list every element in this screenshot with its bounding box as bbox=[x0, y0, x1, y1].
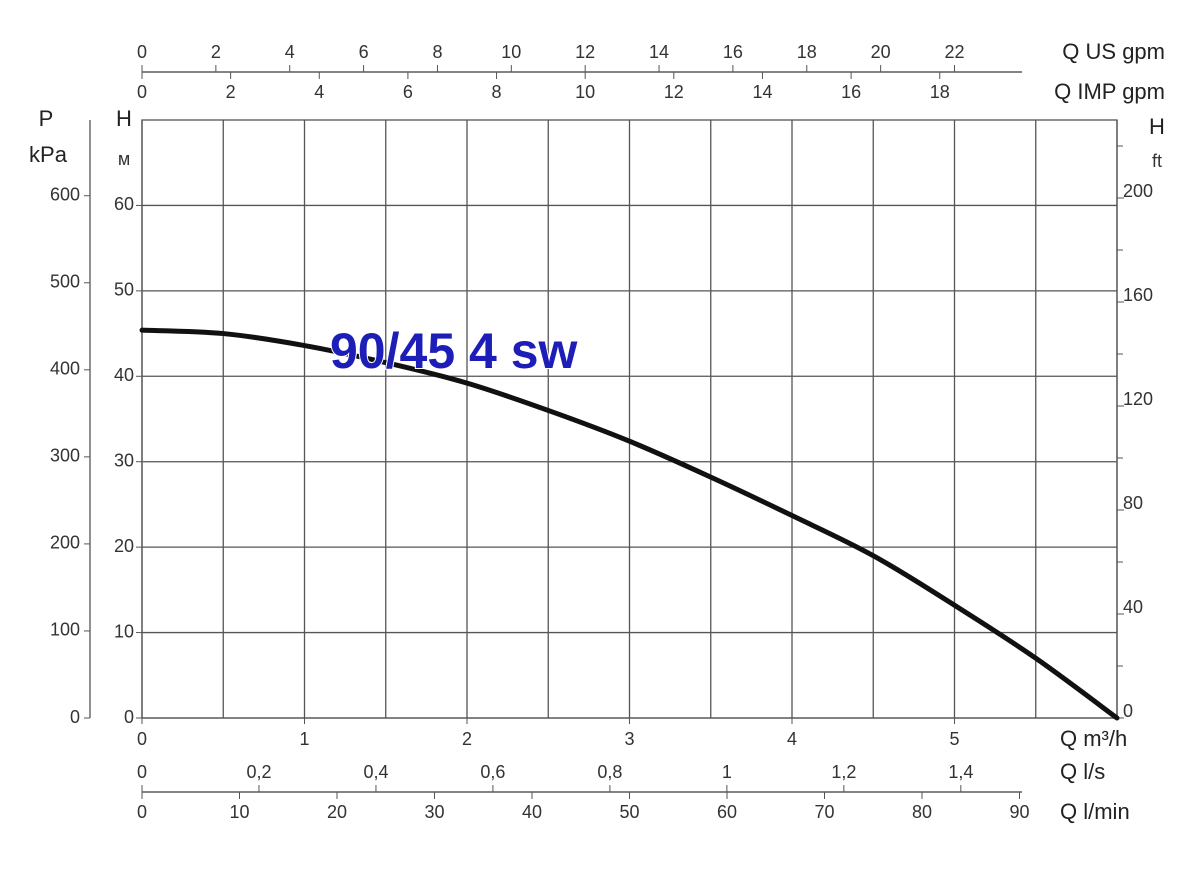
y2-tick-label: 40 bbox=[1123, 597, 1143, 617]
p-axis-label: P bbox=[39, 106, 54, 131]
flow-tick-label: 8 bbox=[432, 42, 442, 62]
flow-tick-label: 0,4 bbox=[363, 762, 388, 782]
flow-tick-label: 14 bbox=[649, 42, 669, 62]
flow-tick-label: 60 bbox=[717, 802, 737, 822]
plot-frame bbox=[141, 119, 1118, 719]
flow-tick-label: 22 bbox=[944, 42, 964, 62]
flow-axis-label: Q l/min bbox=[1060, 799, 1130, 824]
p-axis-unit: kPa bbox=[29, 142, 68, 167]
flow-axis-label: Q US gpm bbox=[1062, 39, 1165, 64]
x-tick-label: 0 bbox=[137, 729, 147, 749]
flow-tick-label: 0,2 bbox=[246, 762, 271, 782]
flow-tick-label: 80 bbox=[912, 802, 932, 822]
p-tick-label: 100 bbox=[50, 620, 80, 640]
flow-tick-label: 10 bbox=[501, 42, 521, 62]
y2-tick-label: 80 bbox=[1123, 493, 1143, 513]
y2-axis-unit: ft bbox=[1152, 151, 1162, 171]
flow-tick-label: 40 bbox=[522, 802, 542, 822]
flow-tick-label: 1 bbox=[722, 762, 732, 782]
flow-tick-label: 12 bbox=[664, 82, 684, 102]
flow-tick-label: 18 bbox=[930, 82, 950, 102]
flow-tick-label: 0 bbox=[137, 82, 147, 102]
flow-tick-label: 6 bbox=[359, 42, 369, 62]
y-tick-label: 10 bbox=[114, 621, 134, 641]
y2-axis-label: H bbox=[1149, 114, 1165, 139]
curve-label: 90/45 4 sw bbox=[330, 323, 578, 379]
x-tick-label: 4 bbox=[787, 729, 797, 749]
p-tick-label: 200 bbox=[50, 533, 80, 553]
flow-tick-label: 4 bbox=[314, 82, 324, 102]
p-tick-label: 300 bbox=[50, 446, 80, 466]
x-tick-label: 3 bbox=[624, 729, 634, 749]
y-axis-unit: м bbox=[118, 149, 130, 169]
flow-tick-label: 12 bbox=[575, 42, 595, 62]
flow-tick-label: 1,2 bbox=[831, 762, 856, 782]
flow-tick-label: 4 bbox=[285, 42, 295, 62]
flow-tick-label: 16 bbox=[841, 82, 861, 102]
p-tick-label: 400 bbox=[50, 359, 80, 379]
p-tick-label: 0 bbox=[70, 707, 80, 727]
y2-tick-label: 160 bbox=[1123, 285, 1153, 305]
pump-curve bbox=[139, 327, 1120, 721]
flow-tick-label: 16 bbox=[723, 42, 743, 62]
flow-tick-label: 6 bbox=[403, 82, 413, 102]
flow-tick-label: 70 bbox=[814, 802, 834, 822]
flow-axis-label: Q IMP gpm bbox=[1054, 79, 1165, 104]
flow-tick-label: 2 bbox=[211, 42, 221, 62]
flow-tick-label: 0 bbox=[137, 42, 147, 62]
flow-tick-label: 30 bbox=[424, 802, 444, 822]
y-tick-label: 50 bbox=[114, 280, 134, 300]
flow-tick-label: 1,4 bbox=[948, 762, 973, 782]
flow-tick-label: 2 bbox=[226, 82, 236, 102]
x-tick-label: 2 bbox=[462, 729, 472, 749]
x-tick-label: 1 bbox=[299, 729, 309, 749]
flow-tick-label: 0,6 bbox=[480, 762, 505, 782]
p-tick-label: 500 bbox=[50, 272, 80, 292]
flow-tick-label: 14 bbox=[752, 82, 772, 102]
flow-tick-label: 90 bbox=[1009, 802, 1029, 822]
y-tick-label: 0 bbox=[124, 707, 134, 727]
flow-tick-label: 10 bbox=[229, 802, 249, 822]
flow-axis-label: Q l/s bbox=[1060, 759, 1105, 784]
flow-tick-label: 50 bbox=[619, 802, 639, 822]
flow-tick-label: 0,8 bbox=[597, 762, 622, 782]
x-axis-label: Q m³/h bbox=[1060, 726, 1127, 751]
x-tick-label: 5 bbox=[949, 729, 959, 749]
y2-tick-label: 120 bbox=[1123, 389, 1153, 409]
flow-tick-label: 8 bbox=[492, 82, 502, 102]
y-axis-label: H bbox=[116, 106, 132, 131]
flow-tick-label: 18 bbox=[797, 42, 817, 62]
y-tick-label: 30 bbox=[114, 450, 134, 470]
y-tick-label: 40 bbox=[114, 365, 134, 385]
y-tick-label: 60 bbox=[114, 194, 134, 214]
flow-tick-label: 20 bbox=[327, 802, 347, 822]
flow-tick-label: 10 bbox=[575, 82, 595, 102]
flow-tick-label: 20 bbox=[871, 42, 891, 62]
flow-tick-label: 0 bbox=[137, 802, 147, 822]
y-tick-label: 20 bbox=[114, 536, 134, 556]
p-tick-label: 600 bbox=[50, 184, 80, 204]
flow-tick-label: 0 bbox=[137, 762, 147, 782]
y2-tick-label: 200 bbox=[1123, 181, 1153, 201]
y2-tick-label: 0 bbox=[1123, 701, 1133, 721]
